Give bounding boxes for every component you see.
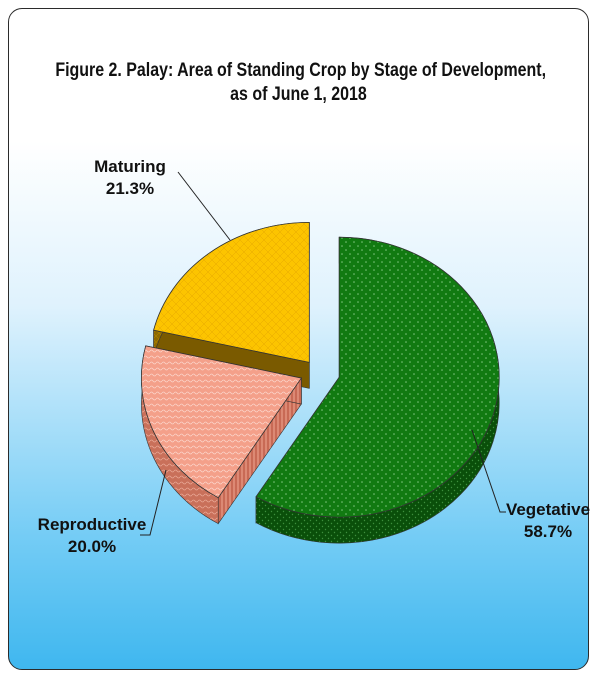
- leader-line-vegetative: [471, 429, 506, 513]
- chart-title: Figure 2. Palay: Area of Standing Crop b…: [55, 60, 547, 81]
- chart-title-block: Figure 2. Palay: Area of Standing Crop b…: [55, 59, 547, 107]
- label-reproductive-name: Reproductive: [38, 515, 147, 534]
- pie-slices: [141, 221, 500, 544]
- slice-vegetative: [255, 236, 500, 544]
- label-maturing-name: Maturing: [94, 157, 166, 176]
- pie-labels: Vegetative 58.7% Reproductive 20.0% Maturing…: [38, 157, 590, 556]
- label-vegetative-name: Vegetative: [506, 500, 590, 519]
- slice-reproductive: [141, 345, 303, 525]
- label-reproductive-value: 20.0%: [68, 537, 116, 556]
- chart-subtitle: as of June 1, 2018: [230, 84, 367, 105]
- slice-vegetative-top: [255, 236, 500, 518]
- leader-line-reproductive: [140, 469, 167, 536]
- label-maturing-value: 21.3%: [106, 179, 154, 198]
- slice-maturing-top: [153, 221, 310, 363]
- label-vegetative-value: 58.7%: [524, 522, 572, 541]
- slice-reproductive-top: [141, 345, 303, 499]
- leader-line-maturing: [177, 171, 231, 241]
